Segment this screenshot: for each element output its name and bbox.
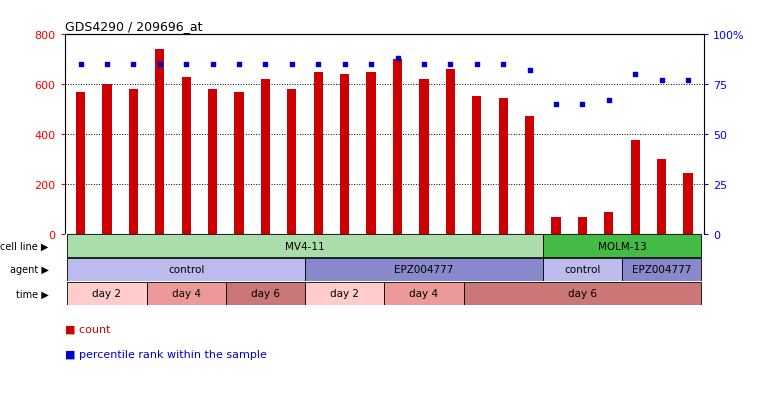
Point bbox=[444, 62, 457, 68]
Bar bbox=[76, 92, 85, 234]
Point bbox=[603, 97, 615, 104]
Point bbox=[576, 102, 588, 108]
Point bbox=[75, 62, 87, 68]
Point bbox=[312, 62, 324, 68]
Text: EPZ004777: EPZ004777 bbox=[632, 265, 691, 275]
Bar bbox=[314, 72, 323, 234]
Bar bbox=[631, 141, 640, 234]
Point bbox=[550, 102, 562, 108]
Point bbox=[101, 62, 113, 68]
Point bbox=[524, 68, 536, 74]
Text: cell line ▶: cell line ▶ bbox=[0, 241, 49, 251]
Bar bbox=[67, 282, 147, 305]
Bar bbox=[208, 90, 217, 234]
Point bbox=[629, 71, 642, 78]
Bar bbox=[543, 259, 622, 281]
Bar bbox=[463, 282, 702, 305]
Bar bbox=[155, 50, 164, 234]
Bar bbox=[525, 117, 534, 234]
Bar bbox=[102, 85, 112, 234]
Text: day 4: day 4 bbox=[409, 289, 438, 299]
Bar bbox=[226, 282, 305, 305]
Point bbox=[470, 62, 482, 68]
Point bbox=[286, 62, 298, 68]
Text: GDS4290 / 209696_at: GDS4290 / 209696_at bbox=[65, 19, 202, 33]
Point bbox=[682, 78, 694, 84]
Point bbox=[339, 62, 351, 68]
Text: ■ count: ■ count bbox=[65, 324, 110, 334]
Bar bbox=[234, 92, 244, 234]
Bar bbox=[472, 97, 482, 234]
Text: MV4-11: MV4-11 bbox=[285, 241, 325, 251]
Point bbox=[365, 62, 377, 68]
Bar bbox=[340, 75, 349, 234]
Bar bbox=[305, 259, 543, 281]
Point bbox=[391, 56, 403, 62]
Point bbox=[206, 62, 218, 68]
Point bbox=[418, 62, 430, 68]
Bar bbox=[287, 90, 297, 234]
Bar bbox=[419, 80, 428, 234]
Bar bbox=[498, 99, 508, 234]
Bar bbox=[393, 60, 402, 234]
Bar bbox=[367, 72, 376, 234]
Point bbox=[655, 78, 667, 84]
Text: time ▶: time ▶ bbox=[16, 289, 49, 299]
Bar bbox=[67, 235, 543, 257]
Text: agent ▶: agent ▶ bbox=[10, 265, 49, 275]
Text: day 4: day 4 bbox=[172, 289, 201, 299]
Point bbox=[260, 62, 272, 68]
Bar bbox=[543, 235, 702, 257]
Bar bbox=[261, 80, 270, 234]
Text: day 2: day 2 bbox=[330, 289, 359, 299]
Text: control: control bbox=[168, 265, 205, 275]
Point bbox=[233, 62, 245, 68]
Text: day 6: day 6 bbox=[568, 289, 597, 299]
Text: ■ percentile rank within the sample: ■ percentile rank within the sample bbox=[65, 349, 266, 359]
Bar bbox=[552, 218, 561, 234]
Point bbox=[154, 62, 166, 68]
Text: EPZ004777: EPZ004777 bbox=[394, 265, 454, 275]
Text: control: control bbox=[564, 265, 600, 275]
Bar bbox=[683, 173, 693, 234]
Bar bbox=[305, 282, 384, 305]
Text: day 6: day 6 bbox=[251, 289, 280, 299]
Bar bbox=[129, 90, 138, 234]
Bar bbox=[384, 282, 463, 305]
Bar bbox=[446, 70, 455, 234]
Text: day 2: day 2 bbox=[92, 289, 122, 299]
Point bbox=[497, 62, 509, 68]
Bar bbox=[182, 77, 191, 234]
Bar bbox=[657, 159, 667, 234]
Bar bbox=[67, 259, 305, 281]
Bar bbox=[578, 218, 587, 234]
Point bbox=[180, 62, 193, 68]
Bar bbox=[147, 282, 226, 305]
Bar bbox=[622, 259, 702, 281]
Text: MOLM-13: MOLM-13 bbox=[597, 241, 646, 251]
Bar bbox=[604, 213, 613, 234]
Point bbox=[127, 62, 139, 68]
